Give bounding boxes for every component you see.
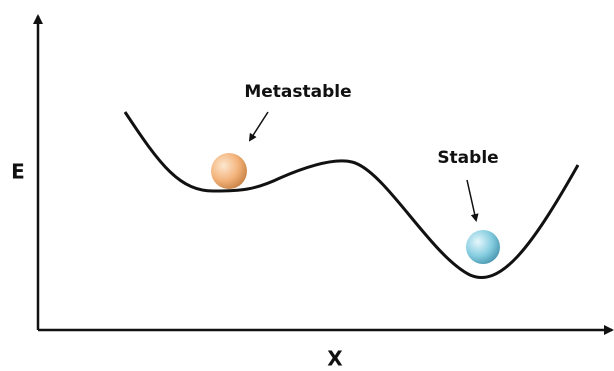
metastable-ball (211, 153, 247, 189)
x-axis-label: X (327, 347, 343, 371)
stable-arrow (467, 180, 476, 220)
metastable-label: Metastable (244, 82, 351, 102)
page: Metastable Stable E X (() => { const dat… (0, 0, 614, 371)
energy-curve (125, 112, 578, 277)
energy-diagram: Metastable Stable E X (0, 0, 614, 371)
stable-ball (466, 230, 500, 264)
stable-label: Stable (437, 148, 498, 168)
metastable-arrow (250, 112, 268, 140)
y-axis-label: E (11, 160, 25, 184)
